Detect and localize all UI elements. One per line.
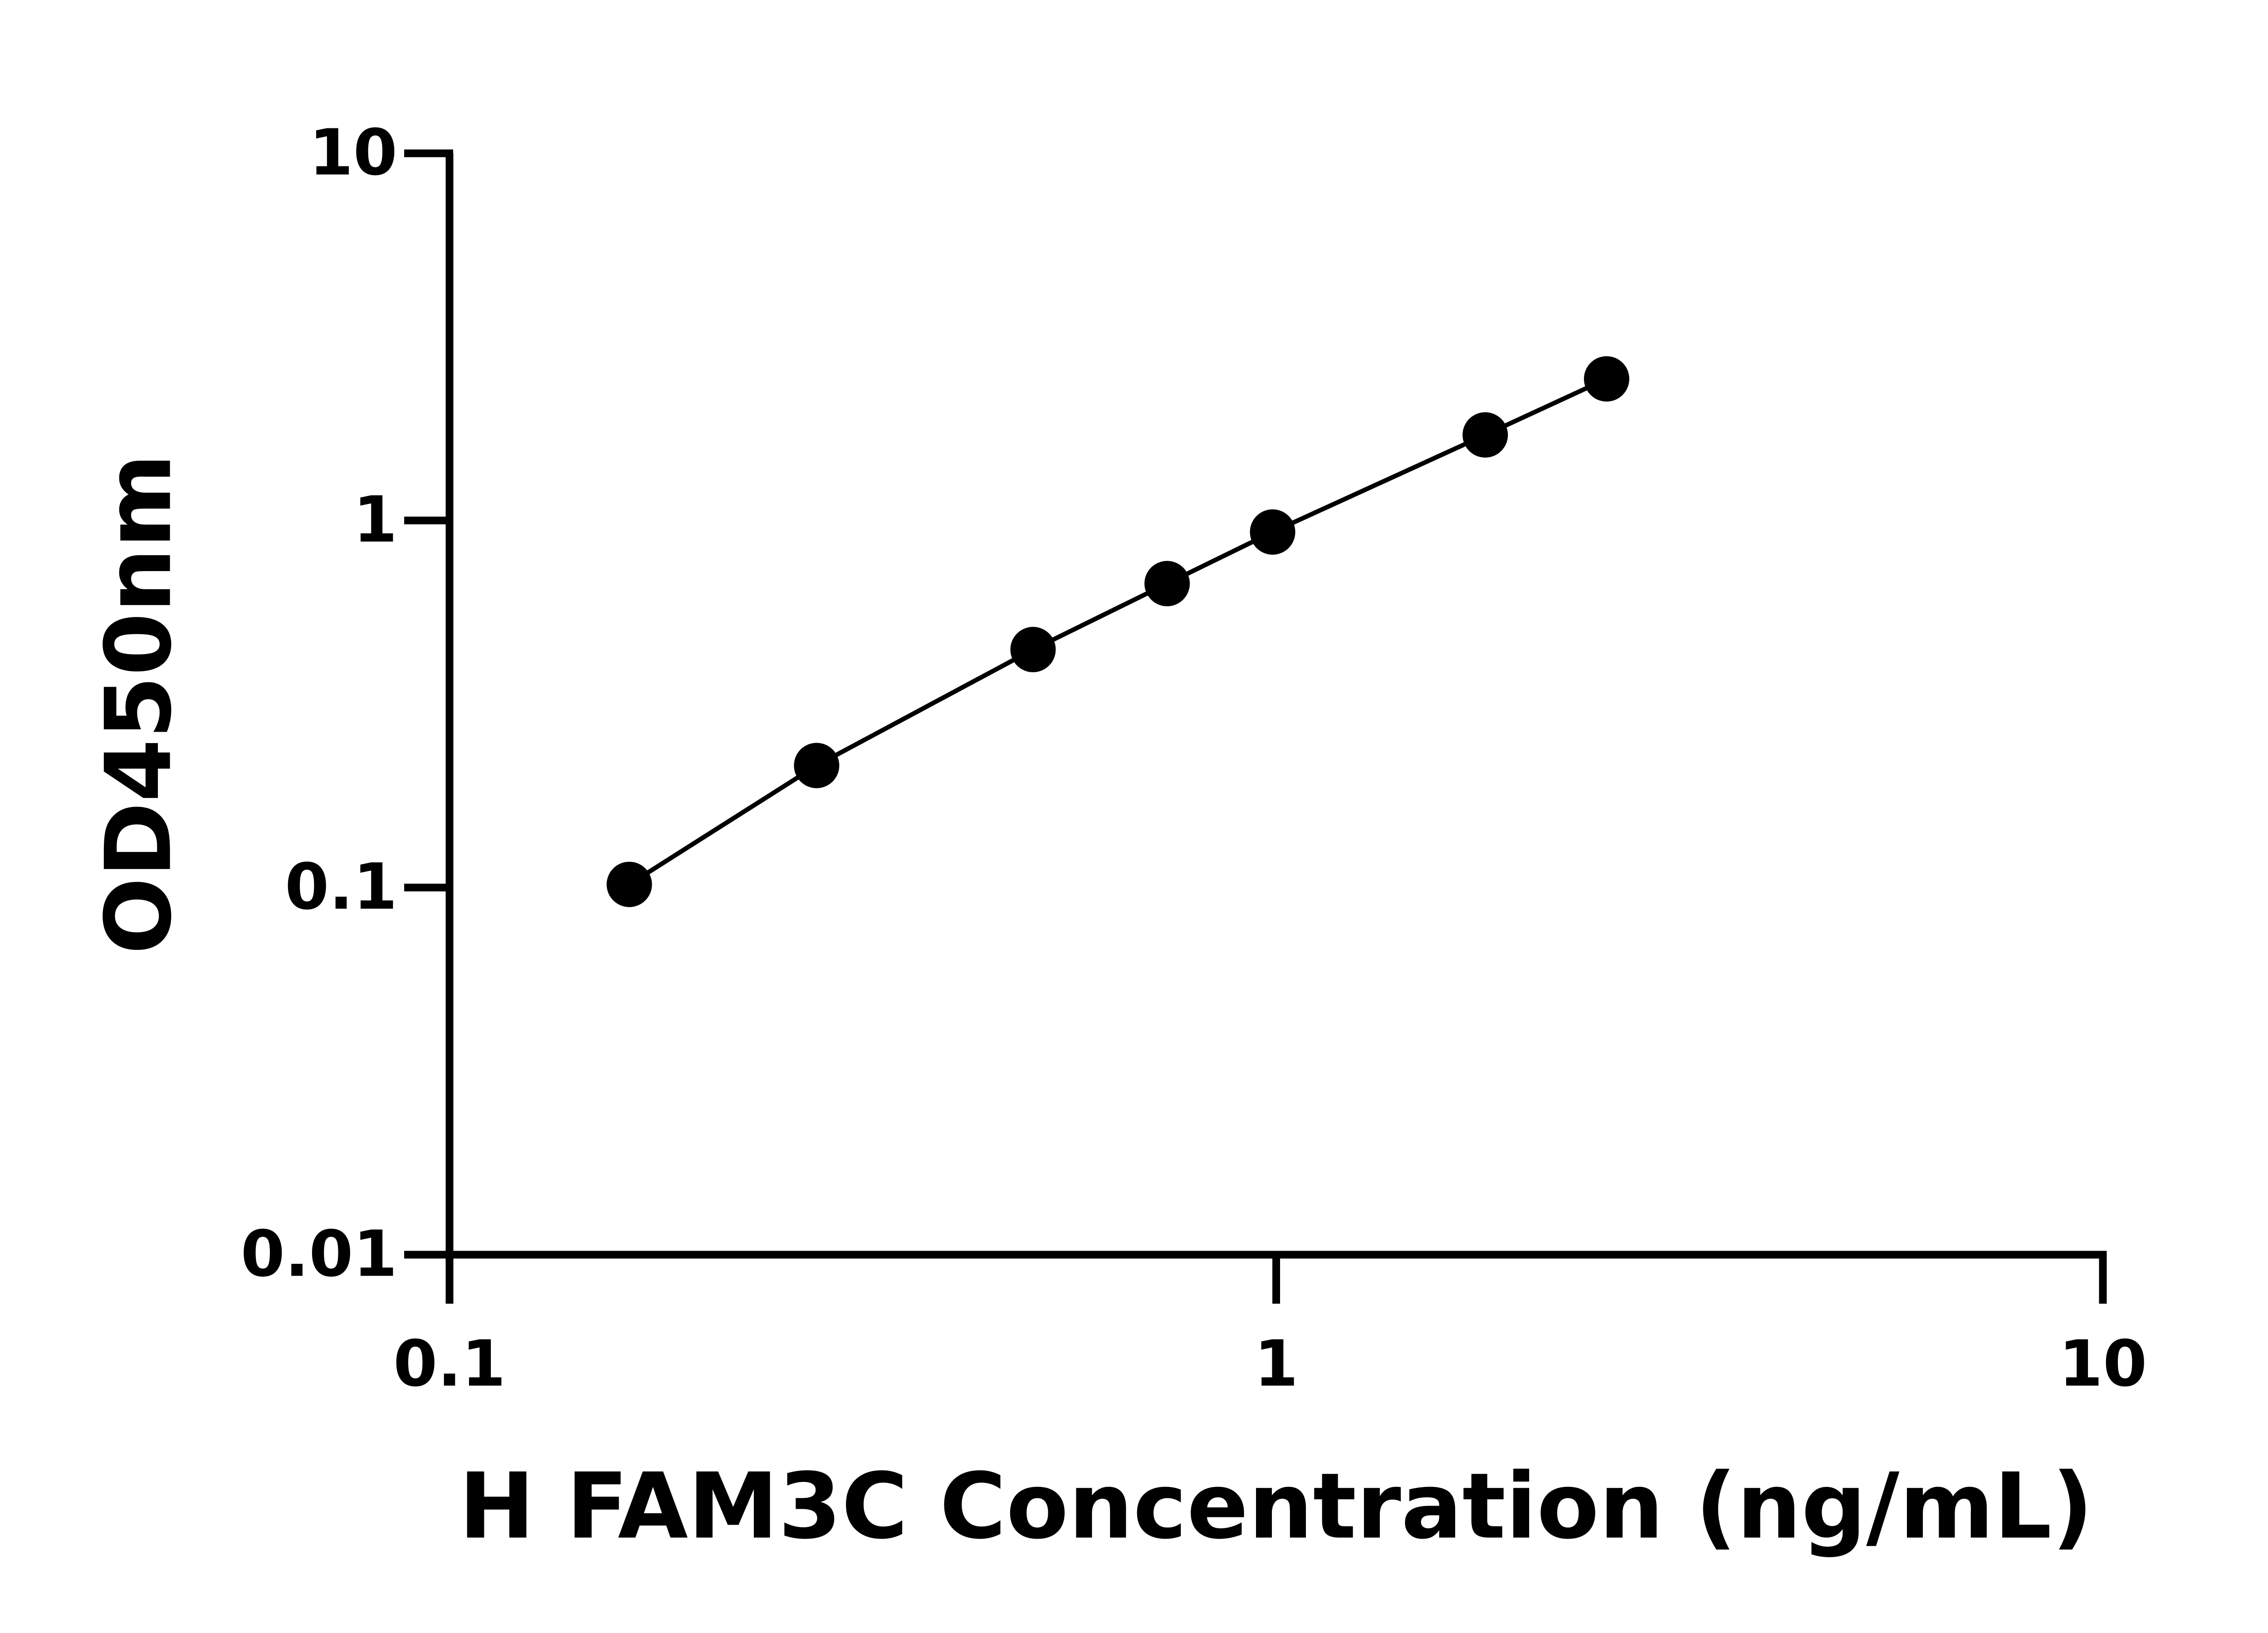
data-line (628, 376, 1608, 886)
data-point (1462, 412, 1508, 458)
x-tick-label: 0.1 (393, 1327, 506, 1401)
x-axis-title: H FAM3C Concentration (ng/mL) (459, 1454, 2093, 1560)
y-axis-title: OD450nm (86, 454, 192, 954)
y-tick-label: 10 (309, 116, 397, 190)
x-tick-label: 10 (2059, 1327, 2147, 1401)
data-point (1010, 626, 1056, 672)
y-tick-label: 0.1 (285, 850, 397, 924)
data-point (794, 743, 840, 788)
data-point (1250, 509, 1295, 555)
x-tick-label: 1 (1254, 1327, 1298, 1401)
data-point (1584, 356, 1629, 402)
y-tick-label: 1 (353, 483, 397, 557)
data-point (606, 861, 652, 907)
data-point (1144, 561, 1190, 606)
y-tick-label: 0.01 (241, 1217, 397, 1291)
